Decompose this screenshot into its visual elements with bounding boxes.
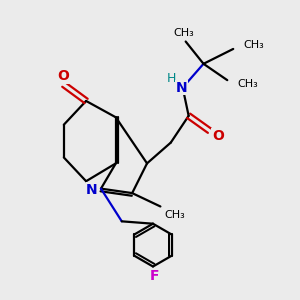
Text: CH₃: CH₃ [244, 40, 264, 50]
Text: O: O [212, 129, 224, 143]
Text: CH₃: CH₃ [238, 79, 258, 89]
Text: N: N [176, 81, 187, 94]
Text: N: N [86, 183, 98, 197]
Text: CH₃: CH₃ [165, 210, 186, 220]
Text: H: H [167, 72, 176, 85]
Text: O: O [57, 69, 69, 83]
Text: F: F [150, 269, 159, 283]
Text: CH₃: CH₃ [174, 28, 195, 38]
